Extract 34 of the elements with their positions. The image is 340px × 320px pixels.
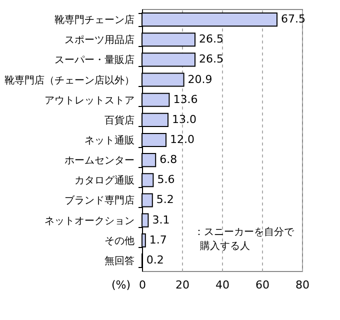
data-label: 13.0	[172, 112, 196, 126]
y-tick-label: アウトレットストア	[44, 95, 134, 106]
annotation: ：スニーカーを自分で	[194, 226, 295, 238]
x-tick-label: 20	[176, 278, 190, 292]
x-tick-label: 60	[256, 278, 270, 292]
x-tick-label: 0	[139, 278, 146, 292]
x-axis-title: (%)	[111, 278, 130, 292]
data-label: 1.7	[149, 233, 167, 246]
y-tick-label: ブランド専門店	[64, 194, 134, 207]
x-tick-label: 80	[296, 278, 310, 292]
data-label: 26.5	[199, 32, 224, 46]
data-label: 5.2	[156, 193, 174, 206]
data-label: 13.6	[173, 92, 198, 106]
y-tick-label: カタログ通販	[74, 174, 134, 187]
y-tick-label: 無回答	[104, 254, 134, 267]
data-label: 20.9	[188, 72, 212, 86]
data-label: 3.1	[152, 213, 170, 226]
y-tick-label: 靴専門店（チェーン店以外）	[4, 74, 134, 86]
y-tick-label: ネット通販	[84, 134, 134, 146]
y-tick-label: スポーツ用品店	[64, 34, 134, 46]
y-tick-label: スーパー・量販店	[54, 54, 134, 66]
x-tick-label: 40	[216, 278, 230, 292]
y-tick-label: 靴専門チェーン店	[54, 14, 134, 26]
y-tick-label: 百貨店	[104, 114, 134, 126]
y-tick-label: その他	[104, 234, 134, 247]
annotation: 購入する人	[200, 240, 250, 252]
data-label: 0.2	[146, 253, 164, 266]
y-tick-label: ホームセンター	[64, 156, 134, 167]
data-label: 5.6	[157, 173, 175, 186]
data-label: 12.0	[170, 133, 194, 146]
data-label: 67.5	[281, 12, 306, 26]
data-label: 26.5	[199, 52, 224, 66]
data-label: 6.8	[160, 153, 178, 166]
y-tick-label: ネットオークション	[44, 216, 134, 227]
